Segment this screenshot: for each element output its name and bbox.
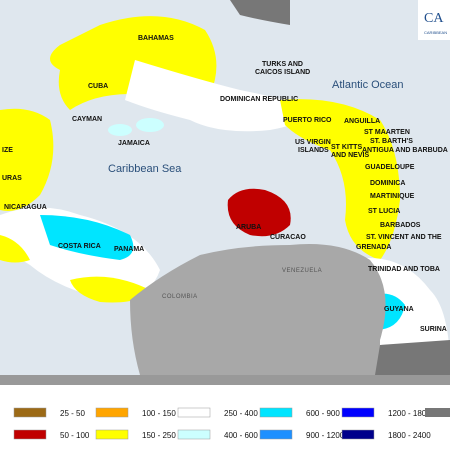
place-label: SURINA bbox=[420, 326, 447, 333]
legend-swatch bbox=[95, 429, 129, 440]
place-label: GRENADA bbox=[356, 244, 391, 251]
place-label: IZE bbox=[2, 147, 13, 154]
legend-swatch bbox=[13, 429, 47, 440]
zone-yellow bbox=[280, 99, 400, 261]
zone-red bbox=[227, 188, 291, 237]
place-label: CUBA bbox=[88, 83, 108, 90]
land bbox=[375, 340, 450, 375]
place-label: TRINIDAD AND TOBA bbox=[368, 266, 440, 273]
place-label: ANTIGUA AND BARBUDA bbox=[362, 147, 448, 154]
land bbox=[230, 0, 290, 25]
legend-label: 600 - 900 bbox=[306, 409, 340, 418]
place-label: CURACAO bbox=[270, 234, 306, 241]
legend-label: 50 - 100 bbox=[60, 431, 90, 440]
legend-swatch bbox=[95, 407, 129, 418]
logo-box bbox=[418, 0, 450, 40]
place-label: GUYANA bbox=[384, 306, 414, 313]
sea-label: Atlantic Ocean bbox=[332, 79, 404, 91]
country-label: VENEZUELA bbox=[282, 268, 322, 274]
sea-label: Caribbean Sea bbox=[108, 163, 182, 175]
legend-swatch bbox=[177, 407, 211, 418]
place-label: JAMAICA bbox=[118, 140, 150, 147]
zone-white bbox=[125, 60, 320, 132]
legend-label: 100 - 150 bbox=[142, 409, 176, 418]
place-label: TURKS AND bbox=[262, 61, 303, 68]
legend-label: 25 - 50 bbox=[60, 409, 85, 418]
zone-lightcyan bbox=[108, 124, 132, 136]
place-label: MARTINIQUE bbox=[370, 193, 415, 200]
place-label: CAICOS ISLAND bbox=[255, 69, 310, 76]
place-label: COSTA RICA bbox=[58, 243, 101, 250]
legend-swatch bbox=[341, 429, 375, 440]
place-label: AND NEVIS bbox=[331, 152, 369, 159]
place-label: ST LUCIA bbox=[368, 208, 400, 215]
legend-label: 900 - 1200 bbox=[306, 431, 345, 440]
place-label: ARUBA bbox=[236, 224, 261, 231]
place-label: US VIRGIN bbox=[295, 139, 331, 146]
legend-swatch bbox=[177, 429, 211, 440]
place-label: DOMINICAN REPUBLIC bbox=[220, 96, 298, 103]
legend-swatch bbox=[341, 407, 375, 418]
place-label: ST. BARTH'S bbox=[370, 138, 413, 145]
place-label: ANGUILLA bbox=[344, 118, 380, 125]
legend-swatch bbox=[259, 429, 293, 440]
legend-label: 150 - 250 bbox=[142, 431, 176, 440]
separator bbox=[0, 375, 450, 385]
place-label: ISLANDS bbox=[298, 147, 329, 154]
place-label: ST. VINCENT AND THE bbox=[366, 234, 442, 241]
zone-yellow bbox=[70, 276, 150, 303]
country-label: COLOMBIA bbox=[162, 294, 198, 300]
place-label: BARBADOS bbox=[380, 222, 421, 229]
place-label: BAHAMAS bbox=[138, 35, 174, 42]
legend-label: 1200 - 1800 bbox=[388, 409, 431, 418]
place-label: PANAMA bbox=[114, 246, 144, 253]
place-label: ST MAARTEN bbox=[364, 129, 410, 136]
legend-label: 1800 - 2400 bbox=[388, 431, 431, 440]
place-label: NICARAGUA bbox=[4, 204, 47, 211]
place-label: ST KITTS bbox=[331, 144, 362, 151]
legend-label: 250 - 400 bbox=[224, 409, 258, 418]
place-label: PUERTO RICO bbox=[283, 117, 332, 124]
legend-swatch bbox=[425, 408, 450, 417]
land bbox=[130, 244, 386, 375]
logo: CA bbox=[424, 11, 444, 26]
place-label: GUADELOUPE bbox=[365, 164, 415, 171]
place-label: URAS bbox=[2, 175, 22, 182]
place-label: DOMINICA bbox=[370, 180, 405, 187]
zone-yellow bbox=[0, 235, 30, 263]
legend-swatch bbox=[259, 407, 293, 418]
zone-cyan bbox=[40, 215, 134, 260]
legend-swatch bbox=[13, 407, 47, 418]
legend bbox=[0, 385, 450, 450]
place-label: CAYMAN bbox=[72, 116, 102, 123]
zone-yellow bbox=[0, 108, 54, 211]
logo-sub: CARIBBEAN bbox=[424, 30, 447, 35]
zone-lightcyan bbox=[136, 118, 164, 132]
legend-label: 400 - 600 bbox=[224, 431, 258, 440]
